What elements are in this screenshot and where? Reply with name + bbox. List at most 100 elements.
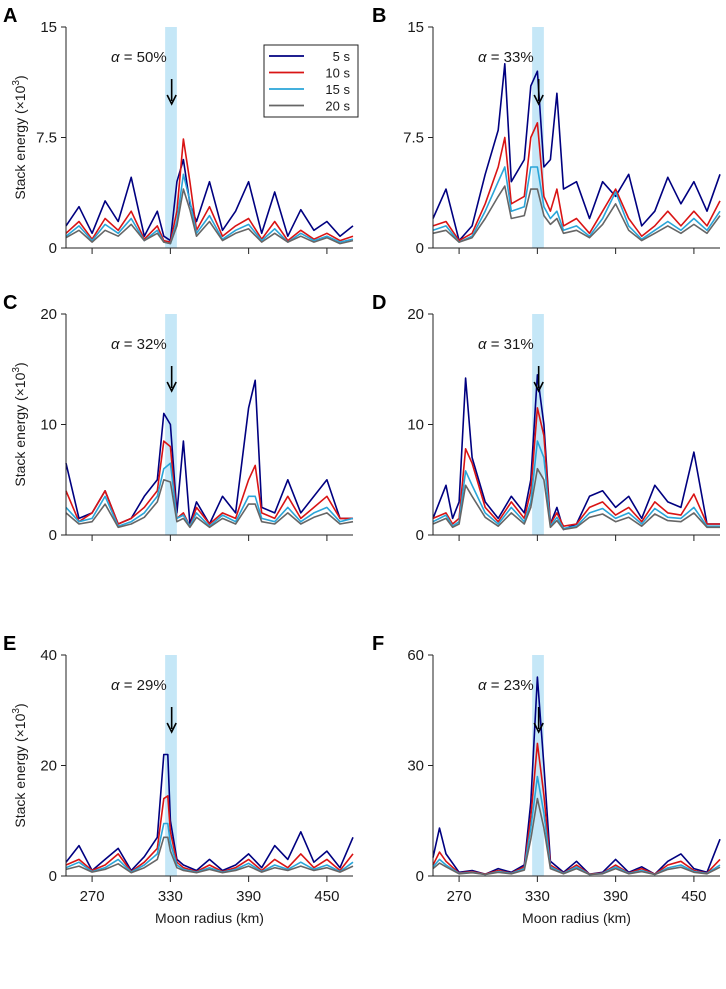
x-tick-label: 390	[603, 888, 628, 905]
y-axis-title: Stack energy (×103)	[11, 362, 28, 486]
panel-letter: A	[3, 5, 17, 27]
y-tick-label: 30	[407, 758, 424, 775]
y-tick-label: 0	[416, 868, 424, 885]
alpha-symbol: α	[478, 677, 487, 694]
alpha-value: = 23%	[487, 677, 534, 694]
series-line-15s	[432, 166, 721, 243]
panel-letter: D	[372, 292, 386, 314]
y-axis-title-exp: 3	[11, 367, 22, 373]
x-tick-label: 390	[236, 888, 261, 905]
y-axis-title-close: )	[12, 362, 28, 367]
y-axis-title-close: )	[12, 75, 28, 80]
series-line-5s	[432, 62, 721, 242]
alpha-symbol: α	[111, 336, 120, 353]
y-tick-label: 10	[40, 417, 57, 434]
alpha-value: = 32%	[120, 336, 167, 353]
alpha-symbol: α	[478, 336, 487, 353]
legend-label: 5 s	[333, 49, 351, 64]
alpha-label: α = 50%	[111, 49, 167, 66]
series-line-15s	[65, 173, 354, 245]
series-line-15s	[432, 440, 720, 530]
series-line-15s	[65, 822, 354, 873]
series-line-15s	[65, 462, 354, 528]
alpha-value: = 33%	[487, 49, 534, 66]
y-axis-title-main: Stack energy (×10	[12, 713, 28, 827]
x-tick-label: 450	[314, 888, 339, 905]
series-line-5s	[432, 373, 720, 531]
legend: 5 s 10 s15 s 20 s	[263, 44, 359, 118]
series-line-20s	[432, 185, 721, 243]
y-axis-title-main: Stack energy (×10	[12, 372, 28, 486]
y-tick-label: 0	[416, 240, 424, 257]
series-line-20s	[65, 836, 354, 874]
series-line-10s	[65, 138, 354, 243]
y-axis-title-exp: 3	[11, 708, 22, 714]
panel-b: 0 7.5 15 Bα = 33%	[372, 5, 721, 257]
alpha-value: = 50%	[120, 49, 167, 66]
panel-a: 0 7.5 15 Aα = 50% Stack energy (×103) 5 s 10 s…	[3, 5, 359, 257]
y-tick-label: 15	[407, 19, 424, 36]
panel-f: 0 30 60 270 330 390 450 Fα = 23% Moon radius (km…	[372, 633, 721, 926]
arrow-head	[166, 722, 177, 734]
highlight-band	[165, 655, 177, 876]
y-tick-label: 40	[40, 647, 57, 664]
panel-e: 0 20 40 270 330 390 450 Eα = 29% Stack energy (×…	[3, 633, 354, 926]
series-line-10s	[432, 407, 720, 528]
arrow-head	[533, 722, 544, 734]
alpha-value: = 29%	[120, 677, 167, 694]
y-tick-label: 0	[49, 240, 57, 257]
y-tick-label: 10	[407, 417, 424, 434]
alpha-symbol: α	[111, 49, 120, 66]
y-axis-title-close: )	[12, 703, 28, 708]
series-line-20s	[65, 478, 354, 529]
panel-letter: B	[372, 5, 386, 27]
series-line-10s	[65, 440, 353, 528]
y-tick-label: 20	[40, 758, 57, 775]
y-axis-title: Stack energy (×103)	[11, 703, 28, 827]
legend-label: 15 s	[325, 82, 350, 97]
legend-label: 10 s	[325, 66, 350, 81]
series-line-20s	[432, 467, 720, 531]
series-line-10s	[65, 795, 354, 873]
alpha-symbol: α	[111, 677, 120, 694]
y-axis-title-main: Stack energy (×10	[12, 85, 28, 199]
y-tick-label: 0	[49, 868, 57, 885]
arrow-head	[533, 94, 544, 106]
y-tick-label: 15	[40, 19, 57, 36]
alpha-label: α = 23%	[478, 677, 534, 694]
alpha-label: α = 32%	[111, 336, 167, 353]
y-axis-title: Stack energy (×103)	[11, 75, 28, 199]
series-line-5s	[432, 676, 721, 876]
y-tick-label: 0	[49, 527, 57, 544]
alpha-symbol: α	[478, 49, 487, 66]
panel-d: 0 10 20 Dα = 31%	[372, 292, 720, 544]
arrow-head	[166, 94, 177, 106]
series-line-5s	[65, 158, 354, 242]
series-line-20s	[432, 797, 721, 876]
panel-letter: F	[372, 633, 384, 655]
arrow-head	[533, 381, 544, 393]
series-line-20s	[65, 188, 354, 245]
y-tick-label: 20	[407, 306, 424, 323]
alpha-value: = 31%	[487, 336, 534, 353]
x-tick-label: 330	[158, 888, 183, 905]
x-tick-label: 270	[447, 888, 472, 905]
highlight-band	[532, 314, 544, 535]
y-tick-label: 7.5	[36, 130, 57, 147]
y-axis-title-exp: 3	[11, 80, 22, 86]
series-line-10s	[432, 742, 721, 876]
legend-label: 20 s	[325, 99, 350, 114]
y-tick-label: 20	[40, 306, 57, 323]
alpha-label: α = 31%	[478, 336, 534, 353]
y-tick-label: 60	[407, 647, 424, 664]
alpha-label: α = 29%	[111, 677, 167, 694]
highlight-band	[165, 27, 177, 248]
panel-c: 0 10 20 Cα = 32% Stack energy (×103)	[3, 292, 354, 544]
arrow-head	[166, 381, 177, 393]
x-axis-title: Moon radius (km)	[155, 910, 264, 926]
series-line-5s	[65, 753, 354, 872]
y-tick-label: 7.5	[403, 130, 424, 147]
x-axis-title: Moon radius (km)	[522, 910, 631, 926]
x-tick-label: 450	[681, 888, 706, 905]
panel-letter: E	[3, 633, 16, 655]
